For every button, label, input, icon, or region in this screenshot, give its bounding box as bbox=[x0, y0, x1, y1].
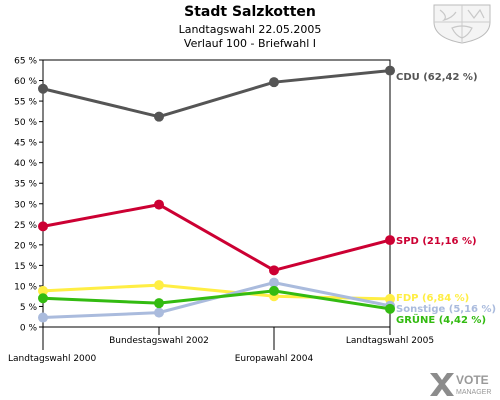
data-point-sonstige bbox=[269, 277, 279, 288]
y-tick-label: 55 % bbox=[14, 98, 37, 108]
data-point-gr-ne bbox=[269, 285, 279, 296]
y-tick-label: 10 % bbox=[14, 282, 37, 292]
logo-line1: VOTE bbox=[456, 373, 489, 387]
data-point-spd bbox=[385, 235, 395, 246]
data-point-cdu bbox=[154, 111, 164, 122]
data-point-spd bbox=[38, 221, 48, 232]
data-point-spd bbox=[269, 265, 279, 276]
y-tick-label: 45 % bbox=[14, 139, 37, 149]
y-tick-label: 50 % bbox=[14, 118, 37, 128]
series-line-gr-ne bbox=[41, 289, 392, 311]
data-point-fdp bbox=[38, 285, 48, 296]
data-point-sonstige bbox=[154, 307, 164, 318]
y-tick-label: 0 % bbox=[20, 324, 38, 334]
y-tick-label: 35 % bbox=[14, 180, 37, 190]
chart-title: Stadt Salzkotten bbox=[184, 4, 316, 20]
y-tick-label: 30 % bbox=[14, 200, 37, 210]
data-point-cdu bbox=[385, 65, 395, 76]
y-tick-label: 40 % bbox=[14, 159, 37, 169]
coat-of-arms-icon bbox=[433, 4, 491, 44]
data-point-fdp bbox=[385, 293, 395, 304]
y-tick-label: 20 % bbox=[14, 241, 37, 251]
series-end-labels: CDU (62,42 %) SPD (21,16 %) FDP (6,84 %)So… bbox=[396, 72, 496, 326]
data-point-spd bbox=[154, 199, 164, 210]
x-tick-label: Europawahl 2004 bbox=[235, 354, 314, 364]
series-end-label-fdp: FDP (6,84 %) bbox=[396, 293, 469, 304]
plot-area bbox=[42, 59, 391, 328]
series-end-label-cdu: CDU (62,42 %) bbox=[396, 72, 478, 83]
data-point-gr-ne bbox=[385, 303, 395, 314]
y-tick-label: 60 % bbox=[14, 77, 37, 87]
chart-subtitle-election: Landtagswahl 22.05.2005 bbox=[178, 23, 322, 36]
x-tick-label: Landtagswahl 2000 bbox=[8, 354, 97, 364]
y-tick-label: 5 % bbox=[20, 303, 38, 313]
series-end-label-sonstige: Sonstige (5,16 %) bbox=[396, 304, 496, 315]
x-tick-label: Landtagswahl 2005 bbox=[346, 336, 434, 346]
series-line-cdu bbox=[41, 69, 392, 119]
data-point-gr-ne bbox=[38, 293, 48, 304]
y-tick-label: 25 % bbox=[14, 221, 37, 231]
series-end-label-spd: SPD (21,16 %) bbox=[396, 236, 477, 247]
y-tick-label: 15 % bbox=[14, 262, 37, 272]
data-point-sonstige bbox=[38, 312, 48, 323]
series-group bbox=[38, 65, 395, 323]
chart-subtitle-district: Verlauf 100 - Briefwahl I bbox=[183, 37, 317, 50]
data-point-cdu bbox=[269, 77, 279, 88]
data-point-gr-ne bbox=[154, 298, 164, 309]
series-line-fdp bbox=[41, 283, 392, 301]
y-tick-label: 65 % bbox=[14, 57, 37, 67]
x-tick-label: Bundestagswahl 2002 bbox=[109, 336, 209, 346]
x-axis: Landtagswahl 2000 Bundestagswahl 2002 Euro… bbox=[8, 327, 434, 364]
vote-manager-x-icon bbox=[430, 373, 454, 396]
data-point-cdu bbox=[38, 83, 48, 94]
data-point-fdp bbox=[154, 280, 164, 291]
vote-manager-logo: VOTE MANAGER bbox=[430, 373, 491, 396]
series-line-spd bbox=[41, 203, 392, 272]
series-end-label-gr-ne: GRÜNE (4,42 %) bbox=[396, 312, 486, 326]
y-axis: 0 % 5 % 10 % 15 % 20 % 25 % 30 % 35 % 40 % 45 % 50… bbox=[14, 57, 43, 334]
logo-line2: MANAGER bbox=[456, 389, 491, 396]
